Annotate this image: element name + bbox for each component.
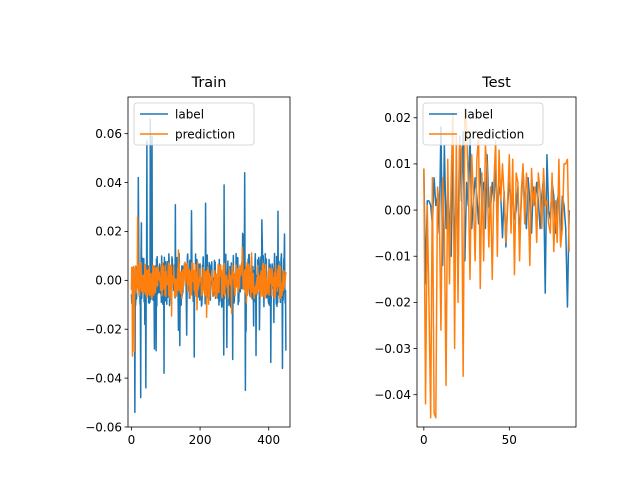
- legend-label-prediction: prediction: [464, 127, 524, 141]
- y-tick-label: 0.01: [384, 157, 411, 171]
- y-tick-label: 0.00: [384, 203, 411, 217]
- y-tick-label: 0.04: [95, 176, 122, 190]
- chart-title: Test: [481, 75, 511, 91]
- y-tick-label: −0.02: [374, 296, 411, 310]
- chart-1: 0 50 −0.04 −0.03 −0.02 −0.01 0.00 0.01 0.02 Test l…: [374, 75, 576, 447]
- chart-0: 0 200 400 −0.06 −0.04 −0.02 0.00 0.02 0.04 0.06 Tr…: [85, 75, 290, 447]
- y-tick-label: −0.04: [85, 371, 122, 385]
- y-tick-label: 0.02: [95, 225, 122, 239]
- y-tick-label: 0.02: [384, 111, 411, 125]
- y-tick-label: −0.04: [374, 388, 411, 402]
- y-tick-label: −0.03: [374, 342, 411, 356]
- legend-label-label: label: [464, 107, 493, 121]
- legend: label prediction: [423, 103, 543, 145]
- x-tick-label: 0: [420, 433, 428, 447]
- chart-title: Train: [191, 75, 227, 91]
- y-tick-label: −0.02: [85, 323, 122, 337]
- y-tick-label: −0.06: [85, 420, 122, 434]
- legend: label prediction: [134, 103, 254, 145]
- y-tick-label: 0.00: [95, 274, 122, 288]
- legend-label-prediction: prediction: [175, 127, 235, 141]
- x-tick-label: 400: [257, 433, 280, 447]
- x-tick-label: 200: [189, 433, 212, 447]
- legend-label-label: label: [175, 107, 204, 121]
- y-tick-label: 0.06: [95, 127, 122, 141]
- x-tick-label: 50: [502, 433, 517, 447]
- x-tick-label: 0: [128, 433, 136, 447]
- y-tick-label: −0.01: [374, 250, 411, 264]
